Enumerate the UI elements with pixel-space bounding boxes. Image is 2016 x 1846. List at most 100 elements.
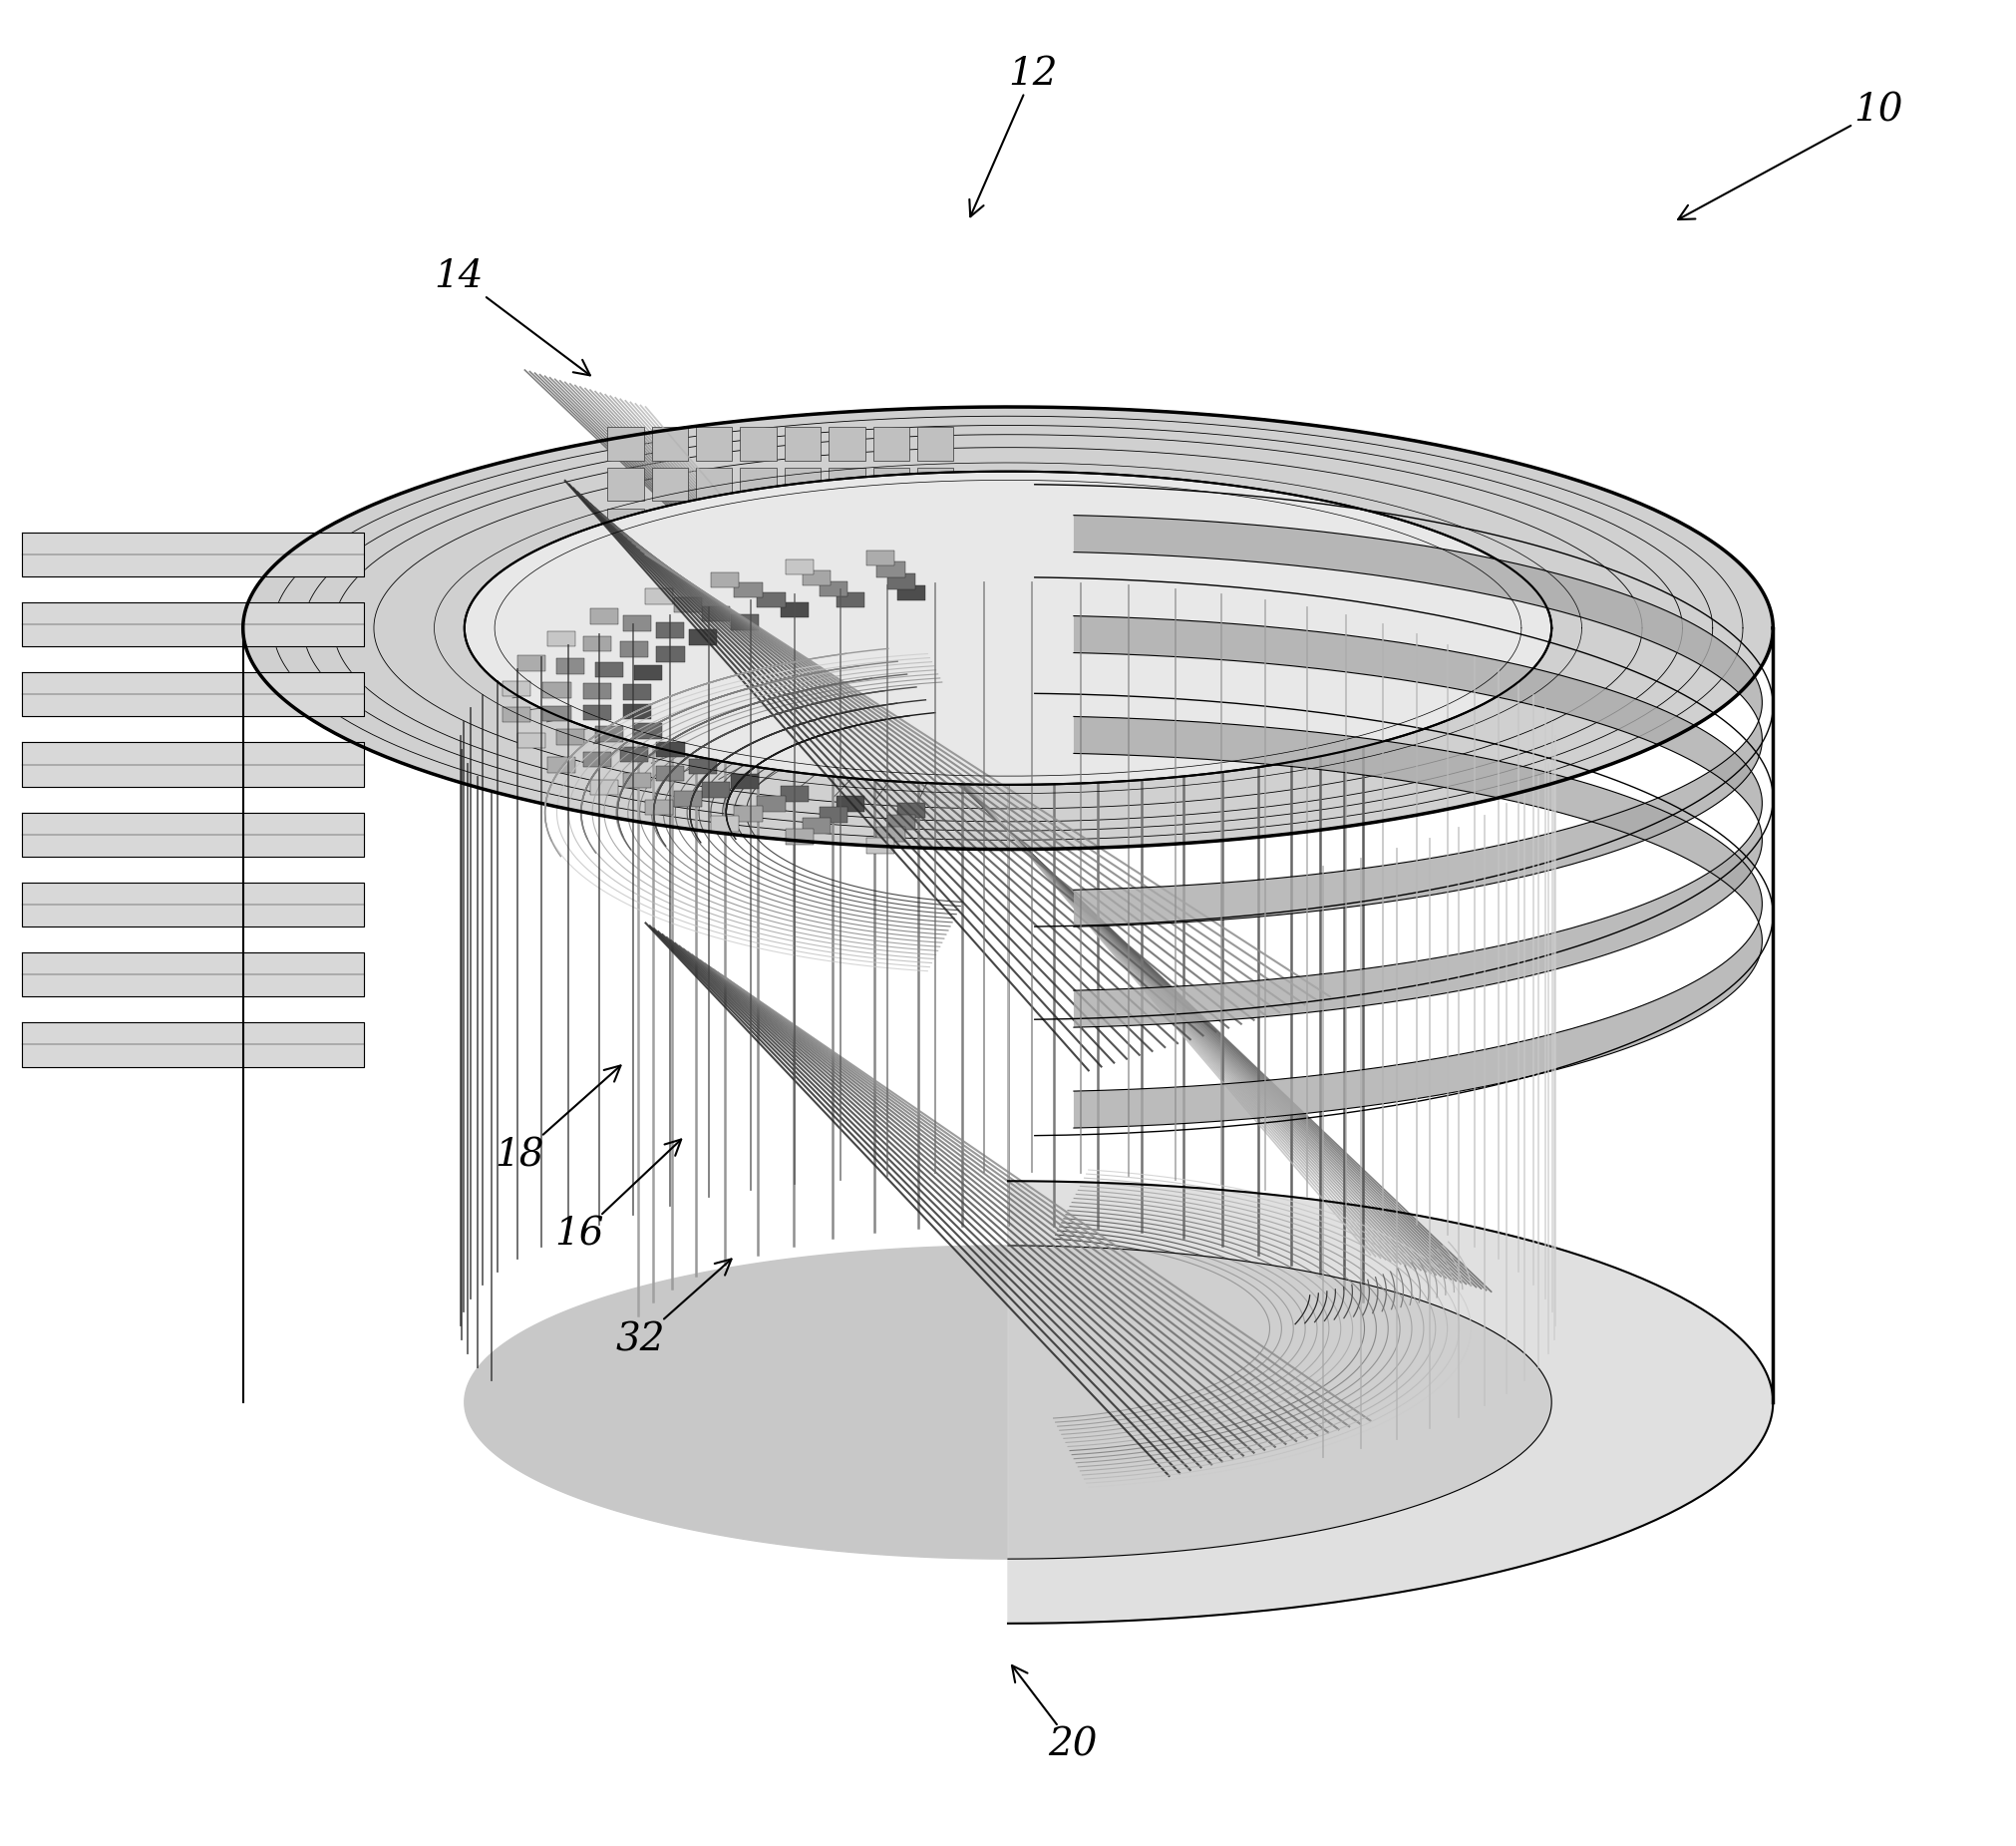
Text: 32: 32 (615, 1259, 732, 1359)
Bar (635, 665, 663, 681)
Bar (867, 838, 895, 853)
Bar (696, 426, 732, 460)
Bar (786, 559, 814, 574)
Bar (780, 786, 808, 801)
Bar (873, 548, 909, 581)
Bar (651, 426, 687, 460)
Bar (657, 646, 685, 663)
Bar (730, 615, 758, 629)
Bar (740, 508, 776, 541)
Bar (702, 783, 730, 797)
Polygon shape (1075, 515, 1762, 927)
Bar (873, 508, 909, 541)
Bar (740, 426, 776, 460)
Bar (607, 548, 643, 581)
Bar (651, 508, 687, 541)
Bar (873, 629, 909, 663)
Polygon shape (22, 672, 363, 716)
Bar (867, 550, 895, 565)
Bar (887, 574, 915, 589)
Bar (877, 561, 905, 578)
Bar (712, 816, 740, 833)
Bar (829, 508, 865, 541)
Bar (623, 685, 651, 700)
Bar (829, 589, 865, 622)
Polygon shape (22, 1023, 363, 1067)
Bar (546, 757, 575, 772)
Bar (786, 829, 814, 845)
Bar (917, 589, 954, 622)
Bar (740, 629, 776, 663)
Bar (655, 622, 683, 639)
Bar (607, 629, 643, 663)
Polygon shape (22, 532, 363, 576)
Bar (897, 585, 925, 600)
Bar (784, 589, 821, 622)
Bar (784, 548, 821, 581)
Bar (696, 589, 732, 622)
Bar (758, 796, 786, 812)
Bar (623, 703, 651, 720)
Bar (917, 467, 954, 500)
Bar (758, 593, 786, 607)
Polygon shape (22, 882, 363, 927)
Bar (607, 426, 643, 460)
Bar (583, 751, 611, 768)
Bar (623, 615, 651, 631)
Bar (784, 467, 821, 500)
Bar (607, 589, 643, 622)
Bar (696, 508, 732, 541)
Text: 14: 14 (433, 258, 591, 375)
Bar (591, 609, 619, 624)
Bar (734, 807, 762, 821)
Bar (818, 807, 847, 823)
Bar (877, 827, 905, 842)
Bar (583, 637, 611, 652)
Bar (873, 467, 909, 500)
Bar (689, 629, 718, 644)
Bar (689, 759, 718, 773)
Text: 18: 18 (494, 1065, 621, 1174)
Polygon shape (22, 953, 363, 997)
Bar (502, 681, 530, 696)
Bar (734, 581, 762, 598)
Bar (595, 725, 623, 742)
Bar (651, 467, 687, 500)
Bar (829, 426, 865, 460)
Bar (623, 773, 651, 788)
Bar (673, 598, 702, 613)
Text: 20: 20 (1012, 1665, 1097, 1765)
Bar (917, 629, 954, 663)
Bar (655, 766, 683, 781)
Bar (651, 548, 687, 581)
Polygon shape (22, 742, 363, 786)
Bar (837, 796, 865, 812)
Bar (556, 729, 585, 746)
Bar (645, 589, 673, 604)
Bar (730, 773, 758, 788)
Bar (887, 814, 915, 831)
Bar (542, 705, 571, 722)
Bar (696, 629, 732, 663)
Bar (651, 629, 687, 663)
Bar (619, 641, 647, 657)
Bar (583, 705, 611, 720)
Text: 12: 12 (970, 55, 1056, 216)
Bar (802, 570, 831, 585)
Bar (546, 631, 575, 646)
Bar (591, 779, 619, 796)
Bar (837, 593, 865, 607)
Bar (873, 589, 909, 622)
Polygon shape (1008, 406, 1772, 1623)
Polygon shape (464, 1246, 1552, 1558)
Bar (583, 683, 611, 698)
Bar (740, 467, 776, 500)
Bar (818, 581, 847, 596)
Bar (784, 508, 821, 541)
Bar (784, 426, 821, 460)
Bar (917, 548, 954, 581)
Bar (873, 426, 909, 460)
Bar (780, 602, 808, 617)
Bar (673, 790, 702, 807)
Bar (619, 748, 647, 762)
